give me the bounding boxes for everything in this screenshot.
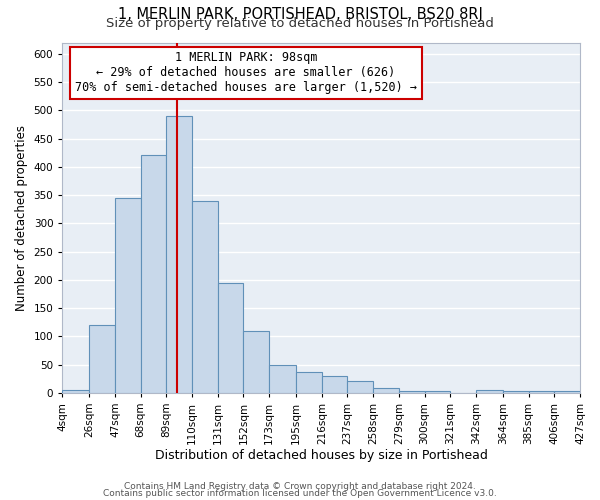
Bar xyxy=(373,388,399,393)
Bar xyxy=(269,364,296,393)
Bar xyxy=(62,390,89,393)
Bar xyxy=(166,116,192,393)
Text: Contains public sector information licensed under the Open Government Licence v3: Contains public sector information licen… xyxy=(103,488,497,498)
Bar xyxy=(399,391,425,393)
Text: 1 MERLIN PARK: 98sqm
← 29% of detached houses are smaller (626)
70% of semi-deta: 1 MERLIN PARK: 98sqm ← 29% of detached h… xyxy=(75,52,417,94)
Bar xyxy=(140,156,166,393)
Y-axis label: Number of detached properties: Number of detached properties xyxy=(15,124,28,310)
Bar xyxy=(425,391,450,393)
Bar xyxy=(503,391,529,393)
Text: 1, MERLIN PARK, PORTISHEAD, BRISTOL, BS20 8RJ: 1, MERLIN PARK, PORTISHEAD, BRISTOL, BS2… xyxy=(118,8,482,22)
Bar xyxy=(218,282,244,393)
Bar xyxy=(554,391,580,393)
Bar xyxy=(115,198,140,393)
Bar xyxy=(192,200,218,393)
Bar xyxy=(347,382,373,393)
Bar xyxy=(476,390,503,393)
Bar xyxy=(322,376,347,393)
Bar xyxy=(244,330,269,393)
Bar xyxy=(529,391,554,393)
X-axis label: Distribution of detached houses by size in Portishead: Distribution of detached houses by size … xyxy=(155,450,488,462)
Bar xyxy=(296,372,322,393)
Bar xyxy=(89,325,115,393)
Text: Size of property relative to detached houses in Portishead: Size of property relative to detached ho… xyxy=(106,18,494,30)
Text: Contains HM Land Registry data © Crown copyright and database right 2024.: Contains HM Land Registry data © Crown c… xyxy=(124,482,476,491)
